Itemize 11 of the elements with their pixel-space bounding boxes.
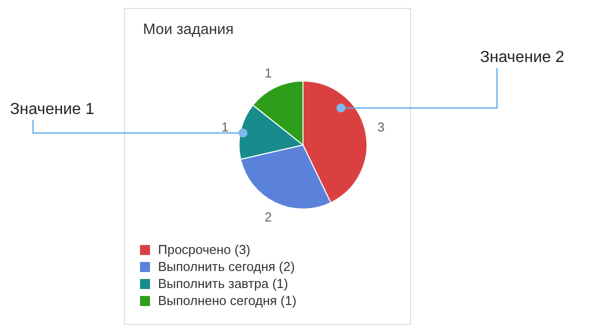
text: Значение 1 [10, 101, 94, 118]
data-label: 1 [221, 120, 229, 135]
legend-label: Выполнено сегодня (1) [158, 292, 296, 309]
text: Значение 2 [480, 49, 564, 66]
legend-label: Выполнить сегодня (2) [158, 258, 295, 275]
chart-title: Мои задания [143, 21, 234, 38]
legend-label: Просрочено (3) [158, 241, 250, 258]
data-label: 2 [264, 210, 272, 225]
data-label: 1 [264, 65, 272, 80]
legend-label: Выполнить завтра (1) [158, 275, 288, 292]
data-label: 3 [377, 120, 385, 135]
